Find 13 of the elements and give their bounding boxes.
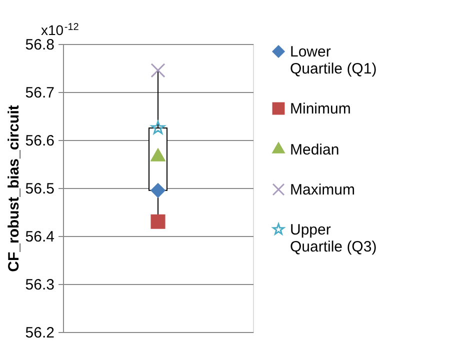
- y-tick-label: 56.2: [25, 324, 54, 342]
- legend-label: Upper Quartile (Q3): [290, 222, 377, 256]
- legend-label: Maximum: [290, 182, 356, 198]
- legend-label: Minimum: [290, 100, 351, 118]
- y-tick-label: 56.6: [25, 132, 54, 150]
- legend-label: Median: [290, 142, 340, 158]
- y-tick-label: 56.3: [25, 276, 54, 294]
- y-tick-label: 56.8: [25, 36, 54, 54]
- y-tick-label: 56.5: [25, 180, 54, 198]
- y-tick-label: 56.7: [25, 84, 54, 102]
- y-tick-label: 56.4: [25, 228, 54, 246]
- y-axis-title: CF_robust_bias_circuit: [5, 105, 22, 272]
- legend-label: Lower Quartile (Q1): [290, 44, 377, 78]
